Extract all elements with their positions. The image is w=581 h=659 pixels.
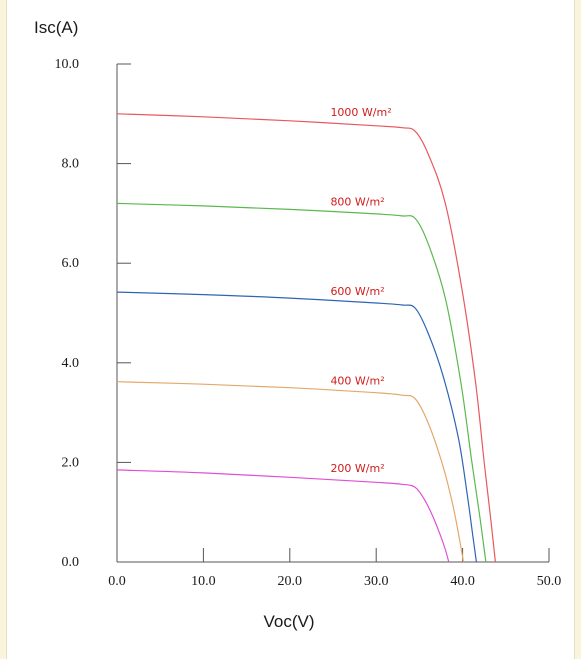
x-tick-label: 30.0 (364, 574, 389, 589)
series-label-1: 800 W/m² (330, 195, 384, 208)
x-tick-label: 20.0 (278, 574, 303, 589)
series-curve-2 (116, 291, 477, 563)
x-tick-label: 50.0 (537, 574, 562, 589)
axes (116, 64, 549, 563)
y-tick-label: 10.0 (55, 57, 80, 72)
x-tick-label: 10.0 (191, 574, 216, 589)
x-tick-label: 0.0 (108, 574, 126, 589)
series-label-4: 200 W/m² (330, 462, 384, 475)
iv-curve-chart: Isc(A) Voc(V) 0.0 10.0 20.0 30.0 40.0 50.00.0… (34, 18, 562, 631)
y-tick-label: 0.0 (62, 555, 80, 570)
chart-card: Isc(A) Voc(V) 0.0 10.0 20.0 30.0 40.0 50.0 0.0… (6, 0, 575, 659)
curves (116, 113, 496, 563)
y-tick-label: 6.0 (62, 256, 80, 271)
series-label-0: 1000 W/m² (330, 106, 391, 119)
series-labels: 1000 W/m² 800 W/m² 600 W/m² 400 W/m² 200 W/m… (330, 106, 391, 475)
series-curve-4 (116, 469, 450, 563)
x-tick-label: 40.0 (450, 574, 475, 589)
series-curve-1 (116, 202, 487, 563)
series-curve-3 (116, 381, 465, 563)
series-label-3: 400 W/m² (330, 375, 384, 388)
y-tick-label: 8.0 (62, 157, 80, 172)
series-label-2: 600 W/m² (330, 285, 384, 298)
series-curve-0 (116, 113, 496, 563)
x-axis-title: Voc(V) (263, 612, 314, 631)
y-tick-label: 4.0 (62, 356, 80, 371)
ticks: 0.0 10.0 20.0 30.0 40.0 50.0 0.0 2.0 4.0 6.0 8.0 10… (55, 57, 562, 589)
y-tick-label: 2.0 (62, 455, 80, 470)
y-axis-title: Isc(A) (34, 18, 78, 37)
